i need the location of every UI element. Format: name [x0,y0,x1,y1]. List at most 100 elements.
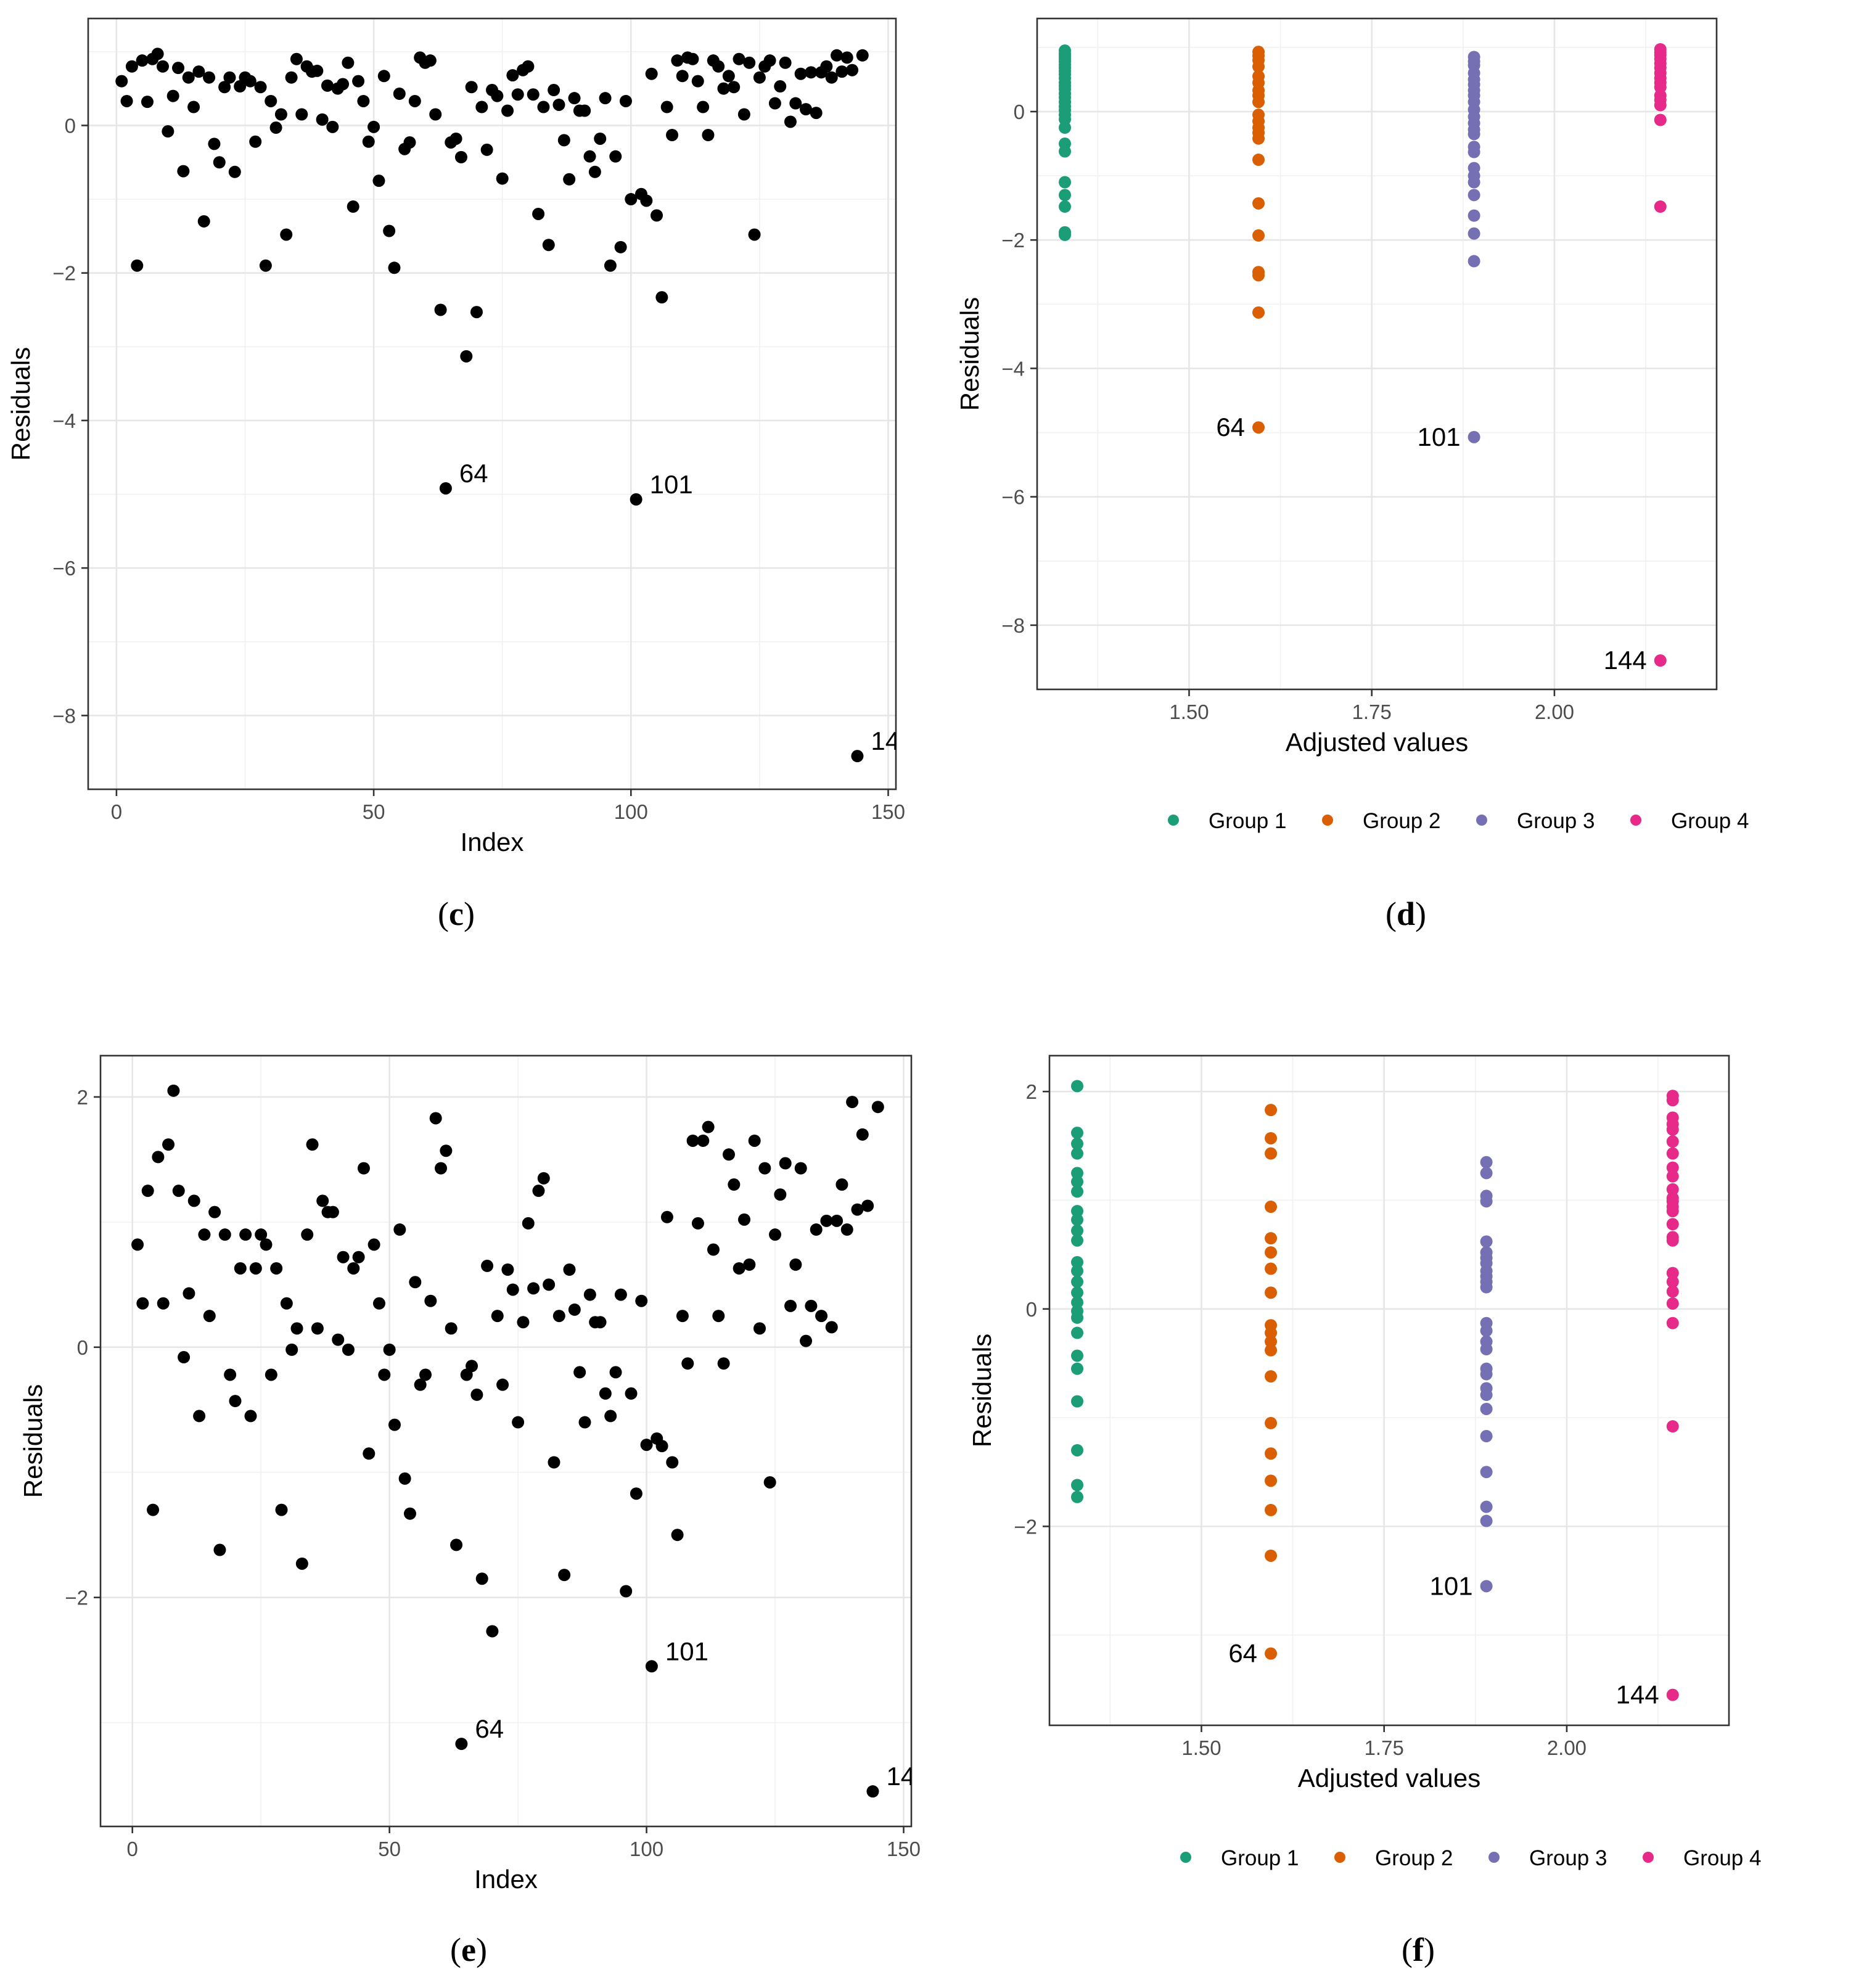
data-point-group-3 [1480,1514,1493,1527]
data-point-group-2 [1252,197,1265,210]
data-point-group-2 [1265,1232,1278,1245]
data-point [527,1282,540,1295]
data-point-group-1 [1071,1296,1084,1309]
data-point [614,1288,627,1301]
data-point [686,1134,699,1147]
data-point [316,1194,329,1207]
data-point [501,104,514,117]
data-point [450,1538,463,1551]
legend-key-group-1 [1168,815,1179,826]
plot-background [101,1056,911,1826]
data-point [280,1297,293,1310]
data-point [357,94,370,107]
legend-key-group-3 [1476,815,1487,826]
data-point-group-2 [1265,1104,1278,1117]
data-point-group-4 [1666,1183,1679,1196]
data-point-group-1 [1059,228,1072,241]
x-tick-label: 100 [614,800,648,823]
data-point [347,1262,360,1275]
data-point [815,1310,828,1323]
data-point [666,128,679,141]
point-annotation-101: 101 [665,1637,708,1666]
data-point-group-3 [1480,1281,1493,1294]
data-point-group-2 [1252,60,1265,73]
data-point [229,1395,242,1408]
data-point [455,1738,468,1751]
data-point [820,60,833,73]
point-annotation-144: 144 [871,726,914,755]
data-point [244,1410,257,1423]
y-tick-label: 0 [77,1336,88,1359]
data-point [172,62,185,75]
data-point [260,1238,273,1251]
data-point [424,54,437,67]
data-point [496,1378,509,1391]
plot-background [1049,1056,1729,1725]
data-point [609,150,622,163]
data-point-group-4 [1654,200,1667,213]
data-point-group-1 [1071,1214,1084,1226]
y-tick-label: 0 [1026,1298,1037,1321]
data-point [552,98,565,111]
data-point [450,132,462,145]
data-point [573,1366,586,1379]
data-point [403,1507,416,1520]
x-tick-label: 0 [127,1838,138,1860]
data-point [522,1217,535,1230]
data-point-group-2 [1265,1549,1278,1562]
y-tick-label: −8 [1001,614,1025,637]
data-point [388,1418,401,1431]
data-point [578,1416,591,1429]
data-point [223,71,236,84]
data-point [352,1251,365,1263]
point-annotation-101: 101 [650,470,693,499]
data-point [758,1162,771,1175]
data-point [249,1262,262,1275]
legend-label: Group 1 [1221,1846,1299,1870]
data-point-group-1 [1071,1137,1084,1150]
data-point [491,89,504,102]
data-point [717,1357,730,1370]
data-point [512,1416,525,1429]
data-point-group-1 [1059,189,1072,202]
data-point [475,1572,488,1585]
data-point [774,80,787,93]
data-point [655,1440,668,1453]
y-tick-label: −2 [1001,229,1025,252]
data-point [707,1243,720,1256]
data-point [835,1178,848,1191]
data-point [301,1228,314,1241]
data-point [465,81,478,94]
panel-caption-letter: d [1397,895,1415,932]
data-point-group-1 [1071,1395,1084,1408]
data-point [676,1310,689,1323]
data-point [193,1410,206,1423]
data-point-group-4 [1666,1218,1679,1231]
legend-label: Group 4 [1671,809,1749,833]
data-point-group-3 [1480,1389,1493,1402]
data-point [362,135,375,148]
data-point-group-3 [1480,1580,1493,1593]
data-point [789,97,802,110]
data-point [717,82,730,95]
panel-caption-open: ( [1402,1931,1413,1968]
point-annotation-64: 64 [1216,413,1245,442]
panel-caption-open: ( [1386,895,1397,932]
panel-d: 1.50 1.75 2.00 0 −2 −4 −6 −8 Adjusted values Resi… [955,17,1749,932]
data-point [604,1410,617,1423]
data-point-group-2 [1265,1447,1278,1460]
data-point-group-1 [1071,1185,1084,1198]
data-point [794,67,807,80]
data-point [568,92,581,105]
data-point [295,108,308,121]
data-point [501,1263,514,1276]
data-point [691,75,704,88]
legend-key-group-1 [1180,1852,1191,1863]
data-point-group-4 [1666,1234,1679,1247]
x-axis-title: Adjusted values [1298,1764,1481,1793]
data-point [835,65,848,78]
data-point [866,1785,879,1798]
data-point [856,49,869,62]
data-point-group-1 [1059,200,1072,213]
x-tick-label: 1.50 [1181,1736,1221,1759]
